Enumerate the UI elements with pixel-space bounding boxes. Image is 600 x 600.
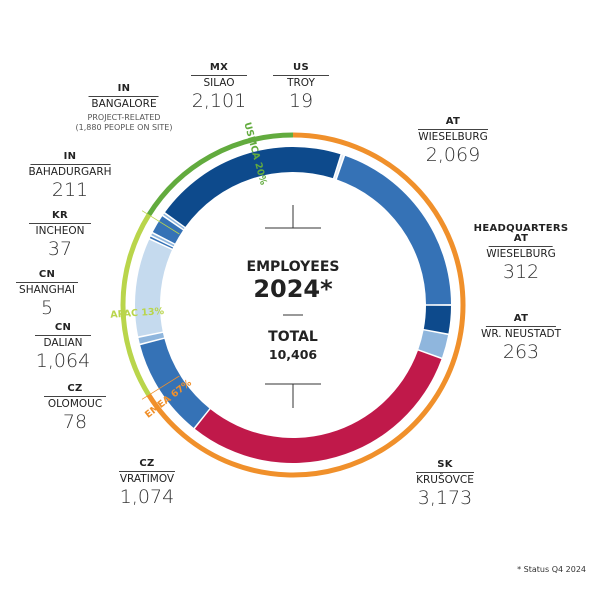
label-at-wr-neustadt: AT WR. NEUSTADT 263 xyxy=(481,314,561,362)
label-code: MX xyxy=(209,62,229,73)
label-value: 37 xyxy=(47,237,73,260)
label-in-bahadurgarh: IN BAHADURGARH 211 xyxy=(28,152,111,200)
label-us-troy: US TROY 19 xyxy=(273,63,329,111)
label-cn-dalian: CN DALIAN 1,064 xyxy=(35,323,91,371)
donut-slice-vratimov xyxy=(140,338,210,428)
region-arc-usmca xyxy=(146,132,294,217)
label-city: WIESELBURG xyxy=(418,131,488,143)
donut-slice-bangalore xyxy=(163,213,185,230)
donut-slice-kru-ovce xyxy=(194,350,442,463)
label-value: 2,069 xyxy=(425,143,481,166)
label-city: VRATIMOV xyxy=(119,473,175,485)
label-cn-shanghai: CN SHANGHAI 5 xyxy=(16,270,78,318)
label-value: 5 xyxy=(40,296,54,319)
label-code: CN xyxy=(54,322,72,333)
label-city: DALIAN xyxy=(43,337,83,349)
label-cz-vratimov: CZ VRATIMOV 1,074 xyxy=(119,459,175,507)
label-sk-krusovce: SK KRUŠOVCE 3,173 xyxy=(416,460,474,508)
label-code: US xyxy=(293,62,309,73)
region-divider-0 xyxy=(141,210,180,235)
label-value: 263 xyxy=(502,340,540,363)
label-city: INCHEON xyxy=(35,225,85,237)
label-code: IN xyxy=(63,151,77,162)
label-value: 19 xyxy=(288,89,314,112)
region-arc-emea xyxy=(146,304,466,478)
label-city: WIESELBURG xyxy=(486,248,556,260)
center-total-value: 10,406 xyxy=(268,347,318,362)
label-city: SILAO xyxy=(203,77,235,89)
label-city: TROY xyxy=(287,77,315,89)
region-arc-emea-right xyxy=(292,132,466,307)
label-value: 1,064 xyxy=(35,349,91,372)
label-cz-olomouc: CZ OLOMOUC 78 xyxy=(44,384,106,432)
label-value: 2,101 xyxy=(191,89,247,112)
label-code: AT xyxy=(445,116,461,127)
label-city: BANGALORE xyxy=(91,98,157,110)
label-code: KR xyxy=(51,210,69,221)
center-total-label: TOTAL xyxy=(268,329,318,345)
label-value: 3,173 xyxy=(417,486,473,509)
label-in-bangalore: IN BANGALORE PROJECT-RELATED (1,880 PEOPL… xyxy=(76,84,173,133)
label-code: HEADQUARTERS AT xyxy=(473,223,569,244)
donut-slice-olomouc xyxy=(138,332,165,344)
region-divider-1 xyxy=(141,375,180,400)
label-code: CN xyxy=(38,269,56,280)
label-code: CZ xyxy=(139,458,155,469)
label-city: KRUŠOVCE xyxy=(416,474,474,486)
label-city: SHANGHAI xyxy=(19,284,75,296)
label-city: BAHADURGARH xyxy=(28,166,112,178)
center-year: 2024* xyxy=(253,275,333,303)
label-code: AT xyxy=(513,313,529,324)
label-at-wieselburg: AT WIESELBURG 2,069 xyxy=(418,117,488,165)
label-value: 211 xyxy=(51,178,89,201)
label-value: 312 xyxy=(502,260,540,283)
label-city: WR. NEUSTADT xyxy=(480,328,562,340)
center-title: EMPLOYEES xyxy=(246,259,340,275)
label-mx-silao: MX SILAO 2,101 xyxy=(191,63,247,111)
donut-slice-troy xyxy=(334,154,344,179)
donut-slice-silao xyxy=(165,147,341,227)
donut-slice-wieselburg xyxy=(423,305,451,334)
label-city: OLOMOUC xyxy=(47,398,103,410)
footnote: * Status Q4 2024 xyxy=(517,565,586,574)
label-note: PROJECT-RELATED (1,880 PEOPLE ON SITE) xyxy=(75,112,173,132)
region-label-apac: APAC 13% xyxy=(110,306,165,321)
donut-slice-wieselburg xyxy=(336,155,451,305)
label-code: CZ xyxy=(67,383,83,394)
donut-slice-bahadurgarh xyxy=(152,216,183,244)
label-value: 78 xyxy=(62,410,88,433)
donut-slice-wr-neustadt xyxy=(418,330,449,358)
donut-slice-shanghai xyxy=(149,236,174,249)
donut-slice-incheon xyxy=(151,233,175,247)
donut-slice-dalian xyxy=(135,239,172,337)
label-code: SK xyxy=(437,459,453,470)
label-code: IN xyxy=(117,83,131,94)
label-kr-incheon: KR INCHEON 37 xyxy=(29,211,91,259)
label-hq-at-wieselburg: HEADQUARTERS AT WIESELBURG 312 xyxy=(470,224,573,282)
region-arc-apac xyxy=(120,213,151,397)
label-value: 1,074 xyxy=(119,485,175,508)
